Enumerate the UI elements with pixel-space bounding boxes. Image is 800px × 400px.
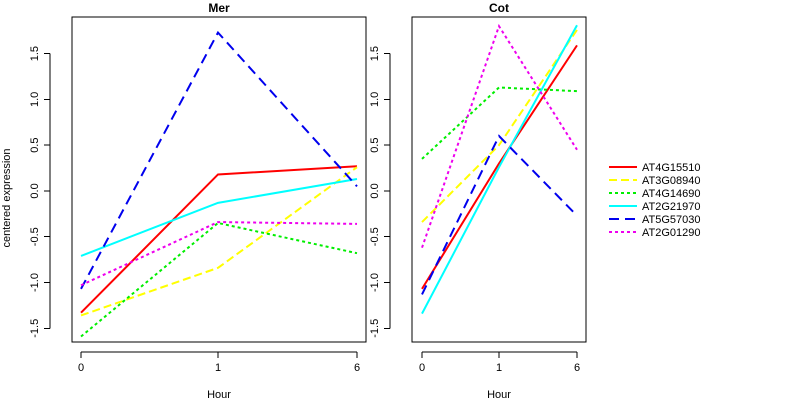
series-line-at4g14690 <box>80 221 358 338</box>
panels-layer: Mer -1.5 -1.0 -0.5 0.0 0.5 1.0 1.5 0 1 6 Hour Cot -1.… <box>29 1 587 400</box>
series-line-at4g15510 <box>80 165 358 314</box>
y-tick-label: 1.0 <box>29 92 41 107</box>
series-line-at2g01290 <box>80 221 358 287</box>
plot-frame <box>411 16 587 343</box>
legend: AT4G15510AT3G08940AT4G14690AT2G21970AT5G… <box>609 162 701 239</box>
y-tick-label: 0.0 <box>29 183 41 198</box>
x-tick-label: 1 <box>215 362 221 374</box>
x-axis-title: Hour <box>487 389 511 400</box>
x-tick-label: 6 <box>354 362 360 374</box>
panel-mer: Mer -1.5 -1.0 -0.5 0.0 0.5 1.0 1.5 0 1 6 Hour <box>29 1 367 400</box>
x-axis: 0 1 6 <box>78 351 360 374</box>
series-line-at5g57030 <box>80 30 358 290</box>
legend-item: AT5G57030 <box>609 214 701 226</box>
y-tick-label: -0.5 <box>29 227 41 246</box>
y-tick-label: 0.5 <box>29 138 41 153</box>
series-line-at2g21970 <box>421 24 578 315</box>
y-tick-label: 1.5 <box>29 46 41 61</box>
x-tick-label: 1 <box>496 362 502 374</box>
x-tick-label: 6 <box>574 362 580 374</box>
series-line-at2g21970 <box>80 178 358 257</box>
legend-item: AT4G14690 <box>609 188 701 200</box>
legend-item: AT4G15510 <box>609 162 701 174</box>
x-axis: 0 1 6 <box>419 351 580 374</box>
series-line-at2g01290 <box>421 23 578 249</box>
legend-label: AT2G21970 <box>642 201 701 213</box>
series-group <box>80 30 358 338</box>
y-tick-label: -1.5 <box>29 319 41 338</box>
y-tick-label: 1.0 <box>369 92 381 107</box>
series-line-at4g15510 <box>421 44 578 290</box>
legend-label: AT2G01290 <box>642 227 701 239</box>
panel-cot: Cot -1.5 -1.0 -0.5 0.0 0.5 1.0 1.5 0 1 6 Hour <box>369 1 587 400</box>
y-axis: -1.5 -1.0 -0.5 0.0 0.5 1.0 1.5 <box>369 46 391 338</box>
series-line-at4g14690 <box>421 86 578 160</box>
legend-label: AT5G57030 <box>642 214 701 226</box>
series-line-at3g08940 <box>421 29 578 223</box>
y-axis-title: centered expression <box>1 148 13 247</box>
y-tick-label: 0.0 <box>369 183 381 198</box>
y-tick-label: 1.5 <box>369 46 381 61</box>
legend-item: AT2G21970 <box>609 201 701 213</box>
series-group <box>421 23 578 315</box>
legend-label: AT4G15510 <box>642 162 701 174</box>
y-tick-label: -1.0 <box>369 273 381 292</box>
x-tick-label: 0 <box>419 362 425 374</box>
y-tick-label: -1.5 <box>369 319 381 338</box>
y-tick-label: -1.0 <box>29 273 41 292</box>
y-tick-label: 0.5 <box>369 138 381 153</box>
series-line-at5g57030 <box>421 134 578 295</box>
plot-frame <box>71 16 367 343</box>
series-line-at3g08940 <box>80 166 358 317</box>
legend-label: AT3G08940 <box>642 175 701 187</box>
legend-item: AT2G01290 <box>609 227 701 239</box>
panel-title: Mer <box>208 1 230 15</box>
legend-label: AT4G14690 <box>642 188 701 200</box>
x-axis-title: Hour <box>207 389 231 400</box>
y-axis: -1.5 -1.0 -0.5 0.0 0.5 1.0 1.5 <box>29 46 51 338</box>
panel-title: Cot <box>489 1 509 15</box>
y-tick-label: -0.5 <box>369 227 381 246</box>
legend-item: AT3G08940 <box>609 175 701 187</box>
x-tick-label: 0 <box>78 362 84 374</box>
